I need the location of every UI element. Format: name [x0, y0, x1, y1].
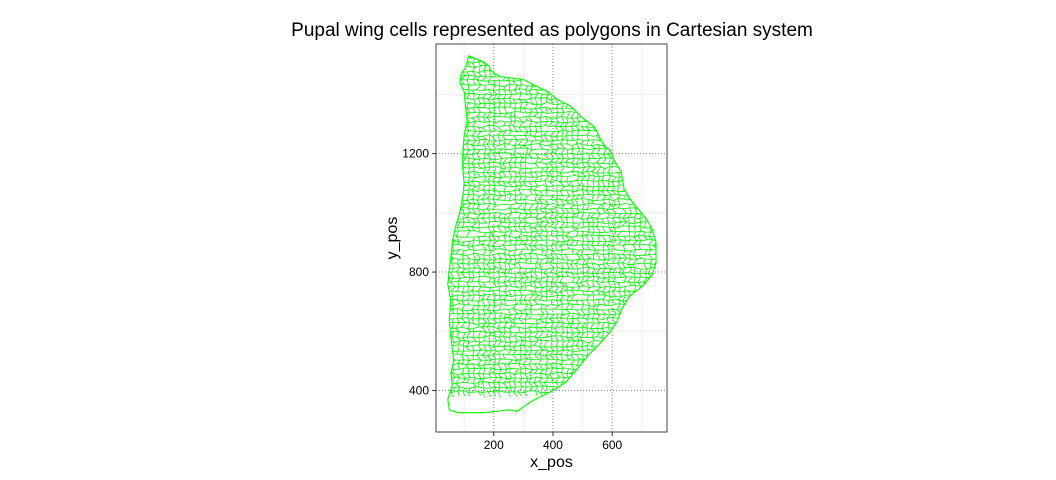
wing-cell-polygons — [447, 55, 657, 414]
x-tick-label: 200 — [484, 438, 504, 452]
axis-ticks: 200 400 600 400 800 1200 — [402, 147, 622, 452]
panel-border — [435, 43, 668, 433]
y-axis-title: y_pos — [384, 217, 401, 260]
x-tick-label: 400 — [543, 438, 563, 452]
wing-outline — [447, 55, 657, 414]
y-tick-label: 400 — [409, 384, 429, 398]
chart-title: Pupal wing cells represented as polygons… — [291, 20, 813, 41]
x-tick-label: 600 — [602, 438, 622, 452]
y-tick-label: 800 — [409, 265, 429, 279]
x-axis-title: x_pos — [530, 454, 573, 471]
y-tick-label: 1200 — [402, 147, 429, 161]
